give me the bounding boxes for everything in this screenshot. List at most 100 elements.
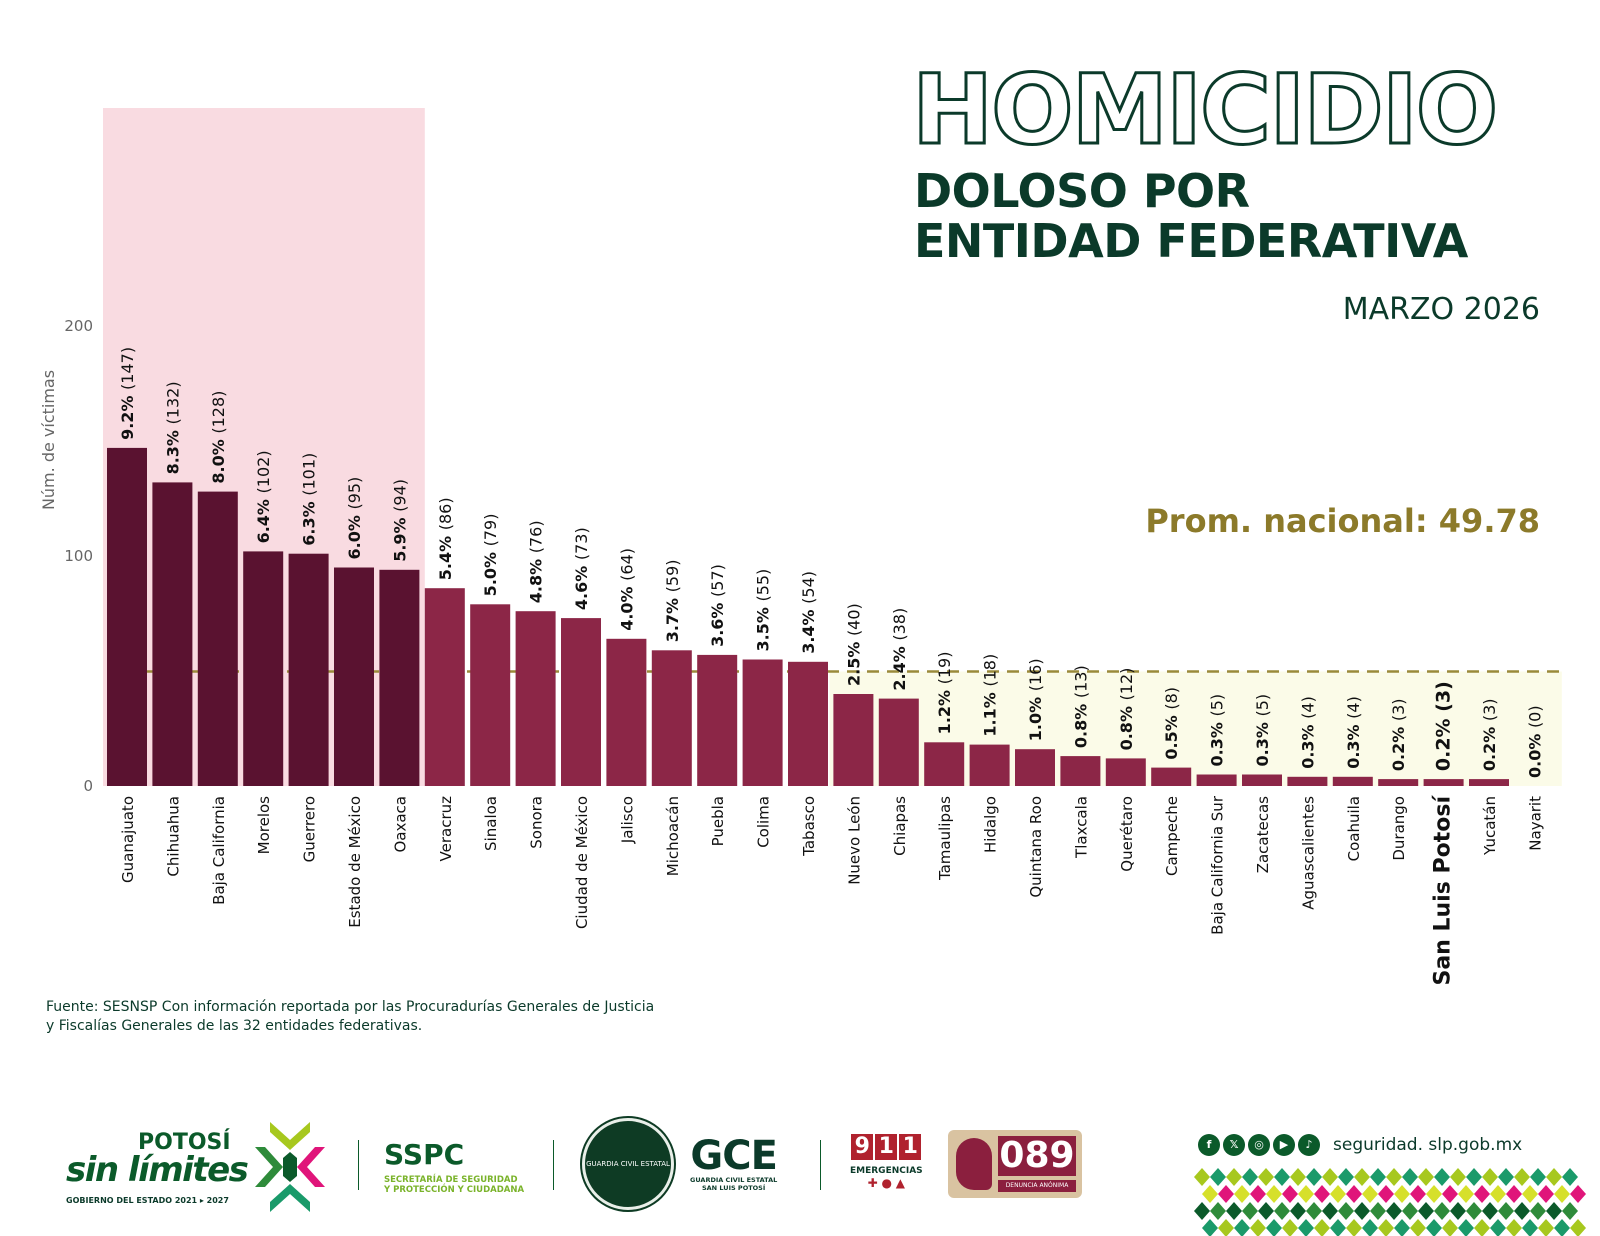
pattern-diamond [1394,1185,1410,1203]
source-line-2: y Fiscalías Generales de las 32 entidade… [46,1018,423,1034]
y-tick-label: 0 [83,777,93,795]
logo-text: 9 [851,1134,874,1160]
pattern-diamond [1418,1168,1434,1186]
bar-24 [1196,774,1237,786]
bar-10 [561,618,601,786]
category-label: Ciudad de México [573,796,591,929]
category-label: Tamaulipas [936,796,954,881]
category-label: Yucatán [1481,796,1499,856]
pattern-diamond [1266,1185,1282,1203]
pattern-diamond [1490,1219,1506,1236]
percent-label: 3.7% [663,592,682,642]
pattern-diamond [1570,1185,1586,1203]
count-label: (55) [754,569,773,602]
title-subtitle: DOLOSO POR ENTIDAD FEDERATIVA [914,166,1468,266]
count-label: (4) [1298,696,1317,719]
pattern-diamond [1466,1168,1482,1186]
data-label: 3.7% (59) [663,560,682,643]
category-label: Nayarit [1526,796,1544,851]
pattern-diamond [1194,1202,1210,1220]
percent-label: 3.6% [708,597,727,647]
bar-0 [107,447,147,786]
percent-label: 8.3% [163,424,182,474]
pattern-diamond [1554,1185,1570,1203]
y-axis-label: Núm. de víctimas [39,370,58,510]
instagram-icon[interactable]: ◎ [1248,1134,1270,1156]
data-label: 8.3% (132) [163,381,182,474]
count-label: (59) [663,560,682,593]
data-label: 1.1% (18) [981,654,1000,737]
count-label: (3) [1389,698,1408,721]
data-label: 4.0% (64) [617,548,636,631]
data-label: 0.3% (5) [1208,694,1227,767]
bar-16 [833,694,874,786]
source-note: Fuente: SESNSP Con información reportada… [46,998,654,1036]
pattern-diamond [1330,1219,1346,1236]
logo-text: POTOSÍ [138,1130,231,1155]
pattern-diamond [1282,1185,1298,1203]
pattern-diamond [1194,1168,1210,1186]
pattern-diamond [1354,1168,1370,1186]
category-label: Chiapas [891,796,909,856]
category-label: Chihuahua [164,796,182,877]
category-label: Coahuila [1345,796,1363,861]
percent-label: 2.4% [890,641,909,691]
data-label: 0.8% (13) [1071,665,1090,748]
data-label: 9.2% (147) [118,347,137,440]
category-label: Campeche [1163,796,1181,876]
pattern-diamond [1410,1185,1426,1203]
data-label: 0.2% (3) [1389,698,1408,771]
pattern-diamond [1386,1202,1402,1220]
pattern-diamond [1354,1202,1370,1220]
pattern-diamond [1394,1219,1410,1236]
denuncia-089-logo: 089 DENUNCIA ANÓNIMA [948,1130,1082,1198]
y-tick-label: 200 [64,317,93,335]
count-label: (54) [799,571,818,604]
tiktok-icon[interactable]: ♪ [1298,1134,1320,1156]
logo-text: SAN LUIS POTOSÍ [701,1184,766,1192]
pattern-diamond [1314,1219,1330,1236]
x-icon[interactable]: 𝕏 [1223,1134,1245,1156]
youtube-icon[interactable]: ▶ [1273,1134,1295,1156]
bar-30 [1469,779,1509,786]
pattern-diamond [1538,1185,1554,1203]
website-link[interactable]: seguridad. slp.gob.mx [1333,1135,1523,1155]
pattern-diamond [1482,1202,1498,1220]
count-label: (4) [1344,696,1363,719]
pattern-diamond [1210,1168,1226,1186]
pattern-diamond [1418,1202,1434,1220]
bar-20 [1015,749,1055,786]
bar-2 [197,491,238,786]
count-label: (3) [1480,698,1499,721]
count-label: (102) [254,450,273,493]
bar-8 [470,604,511,786]
pattern-diamond [1474,1219,1490,1236]
count-label: (13) [1071,665,1090,698]
pattern-diamond [1514,1202,1530,1220]
pattern-diamond [1442,1219,1458,1236]
count-label: (132) [163,381,182,424]
emergency-icons: ✚ ● ▲ [867,1176,906,1190]
data-label: 0.5% (8) [1162,687,1181,760]
bar-9 [515,611,556,786]
count-label: (16) [1026,658,1045,691]
pattern-diamond [1546,1168,1562,1186]
bar-19 [969,744,1010,786]
bar-7 [424,588,465,786]
pattern-diamond [1314,1185,1330,1203]
category-label: Durango [1390,796,1408,861]
data-label: 0.2% (3) [1480,698,1499,771]
percent-label: 1.2% [935,684,954,734]
category-label: Hidalgo [982,796,1000,853]
sspc-logo: SSPC SECRETARÍA DE SEGURIDAD Y PROTECCIÓ… [384,1138,524,1195]
bar-3 [243,551,284,786]
data-label: 6.3% (101) [300,453,319,546]
category-label: Estado de México [346,796,364,928]
pattern-diamond [1498,1168,1514,1186]
percent-label: 5.9% [390,512,409,562]
pattern-diamond [1266,1219,1282,1236]
category-label: Aguascalientes [1299,796,1317,910]
facebook-icon[interactable]: f [1198,1134,1220,1156]
bar-18 [924,742,965,786]
